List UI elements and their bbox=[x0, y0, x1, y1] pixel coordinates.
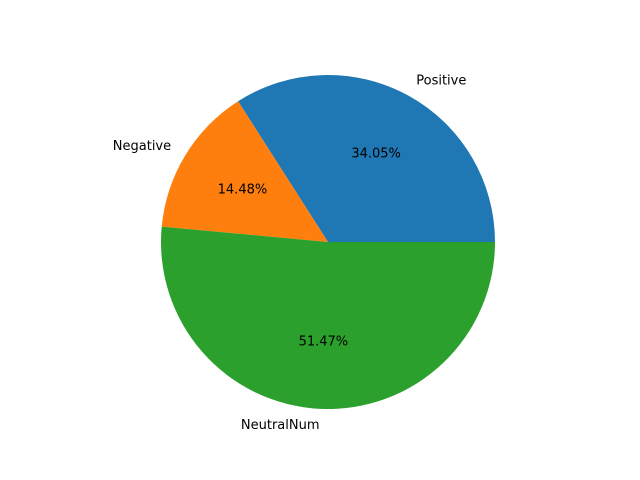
slice-label-neutralnum: NeutralNum bbox=[241, 418, 320, 433]
pie-slice-negative bbox=[161, 101, 328, 242]
pie-slice-positive bbox=[238, 74, 495, 242]
slice-label-negative: Negative bbox=[113, 139, 171, 154]
slice-label-positive: Positive bbox=[416, 73, 466, 88]
pie-slice-neutralnum bbox=[161, 226, 495, 409]
pct-label-neutralnum: 51.47% bbox=[299, 335, 349, 350]
pie-slices bbox=[161, 74, 495, 409]
pct-label-positive: 34.05% bbox=[351, 147, 401, 162]
pct-label-negative: 14.48% bbox=[218, 182, 268, 197]
pie-labels: Positive 34.05% Negative 14.48% NeutralNum 51… bbox=[113, 73, 467, 433]
